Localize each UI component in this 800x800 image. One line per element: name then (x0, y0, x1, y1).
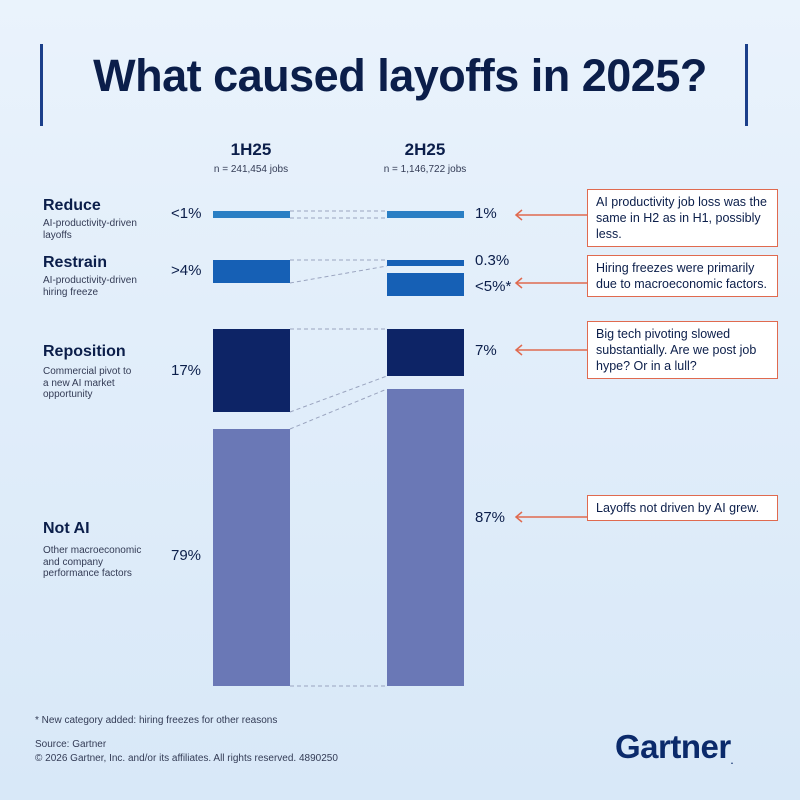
title-right-rule (745, 44, 748, 126)
connector-reposition-bottom (289, 375, 388, 413)
pct-2h25-restrain: 0.3% (475, 252, 510, 269)
bar-2h25-hiring-freeze-other (387, 273, 464, 296)
bar-1h25-reposition (213, 329, 290, 412)
category-title-not-ai: Not AI (43, 520, 90, 537)
bar-2h25-reduce (387, 211, 464, 218)
pct-1h25-reduce: <1% (171, 205, 202, 222)
pct-1h25-reposition: 17% (171, 362, 202, 379)
bar-1h25-reduce (213, 211, 290, 218)
page-title: What caused layoffs in 2025? (93, 50, 707, 101)
arrowhead-reduce (514, 209, 523, 221)
footnote: * New category added: hiring freezes for… (35, 715, 278, 726)
brand-dot: . (730, 756, 734, 766)
category-desc-reposition: Commercial pivot to a new AI market oppo… (43, 366, 132, 400)
pct-1h25-restrain: >4% (171, 262, 202, 279)
bar-2h25-reposition (387, 329, 464, 376)
category-title-restrain: Restrain (43, 254, 108, 271)
pct-2h25-reposition: 7% (475, 342, 497, 359)
bar-2h25-not-ai (387, 389, 464, 686)
copyright-text: © 2026 Gartner, Inc. and/or its affiliat… (35, 753, 338, 764)
title-left-rule (40, 44, 43, 126)
callout-reduce: AI productivity job loss was the same in… (587, 189, 778, 247)
arrowhead-restrain (514, 277, 523, 289)
category-desc-restrain: AI-productivity-driven hiring freeze (43, 275, 137, 298)
gartner-logo: Gartner. (615, 728, 733, 766)
connector-notai-top (289, 388, 388, 430)
category-desc-reduce: AI-productivity-driven layoffs (43, 218, 137, 241)
pct-1h25-not-ai: 79% (171, 547, 202, 564)
callout-reposition: Big tech pivoting slowed substantially. … (587, 321, 778, 379)
category-title-reposition: Reposition (43, 343, 126, 360)
column-header-2h25: 2H25 (404, 140, 446, 159)
pct-2h25-reduce: 1% (475, 205, 497, 222)
category-title-reduce: Reduce (43, 197, 101, 214)
connector-restrain-bottom (289, 265, 388, 284)
column-n-2h25: n = 1,146,722 jobs (383, 164, 467, 175)
callout-restrain: Hiring freezes were primarily due to mac… (587, 255, 778, 297)
bar-1h25-restrain (213, 260, 290, 283)
callout-not-ai: Layoffs not driven by AI grew. (587, 495, 778, 521)
pct-2h25-not-ai: 87% (475, 509, 506, 526)
arrowhead-reposition (514, 344, 523, 356)
column-n-1h25: n = 241,454 jobs (213, 164, 289, 175)
bar-1h25-not-ai (213, 429, 290, 686)
bar-2h25-restrain (387, 260, 464, 266)
column-header-1h25: 1H25 (230, 140, 272, 159)
arrowhead-not-ai (514, 511, 523, 523)
category-desc-not-ai: Other macroeconomic and company performa… (43, 545, 142, 579)
brand-wordmark: Gartner (615, 728, 731, 765)
source-text: Source: Gartner (35, 739, 107, 750)
pct-2h25-hiring-freeze-other: <5%* (475, 278, 512, 295)
